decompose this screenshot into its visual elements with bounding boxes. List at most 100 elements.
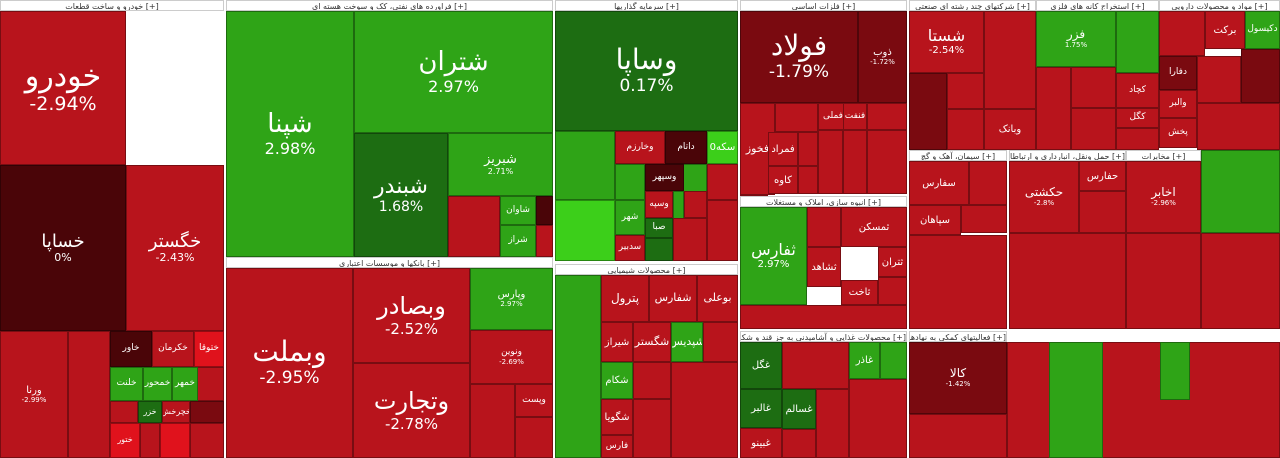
treemap-tile[interactable] bbox=[615, 164, 645, 200]
treemap-tile[interactable]: کالا -1.42% bbox=[909, 342, 1007, 414]
treemap-tile[interactable] bbox=[1079, 191, 1126, 233]
treemap-tile[interactable] bbox=[190, 401, 224, 423]
treemap-tile[interactable]: اخابر -2.96% bbox=[1126, 161, 1201, 233]
sector-header[interactable]: [+] مواد و محصولات دارویی bbox=[1159, 0, 1280, 11]
treemap-tile[interactable] bbox=[68, 331, 110, 458]
treemap-tile[interactable]: کاوه bbox=[768, 166, 798, 194]
treemap-tile[interactable]: خاور bbox=[110, 331, 152, 367]
treemap-tile[interactable] bbox=[807, 207, 841, 247]
treemap-tile[interactable] bbox=[961, 205, 1007, 233]
treemap-tile[interactable] bbox=[909, 73, 947, 150]
treemap-tile[interactable]: پخش bbox=[1159, 118, 1197, 148]
sector-header[interactable]: [+] خودرو و ساخت قطعات bbox=[0, 0, 224, 11]
treemap-tile[interactable]: وسپه bbox=[645, 191, 673, 218]
treemap-tile[interactable]: داتام bbox=[665, 131, 707, 164]
treemap-tile[interactable]: شهر bbox=[615, 200, 645, 235]
treemap-tile[interactable]: ختوقا bbox=[194, 331, 224, 367]
treemap-tile[interactable]: خچرخش bbox=[162, 401, 190, 423]
treemap-tile[interactable] bbox=[1197, 56, 1241, 103]
treemap-tile[interactable] bbox=[880, 342, 907, 379]
treemap-tile[interactable] bbox=[909, 414, 1007, 458]
treemap-tile[interactable]: سپاهان bbox=[909, 205, 961, 235]
treemap-tile[interactable]: وبملت -2.95% bbox=[226, 268, 353, 458]
treemap-tile[interactable]: شراز bbox=[500, 225, 536, 257]
sector-header[interactable]: [+] مخابرات bbox=[1126, 150, 1201, 161]
treemap-tile[interactable] bbox=[818, 130, 843, 194]
treemap-tile[interactable]: شپدیس bbox=[671, 322, 703, 362]
treemap-tile[interactable] bbox=[536, 196, 553, 225]
treemap-tile[interactable]: شپنا 2.98% bbox=[226, 11, 354, 257]
treemap-tile[interactable] bbox=[984, 11, 1036, 109]
treemap-tile[interactable] bbox=[1160, 342, 1190, 400]
treemap-tile[interactable] bbox=[140, 423, 160, 458]
treemap-tile[interactable]: خزر bbox=[138, 401, 162, 423]
treemap-tile[interactable]: شفارس bbox=[649, 275, 697, 322]
treemap-tile[interactable]: ونوین -2.69% bbox=[470, 330, 553, 384]
treemap-tile[interactable] bbox=[740, 305, 907, 329]
treemap-tile[interactable]: غالبر bbox=[740, 389, 782, 428]
treemap-tile[interactable]: ثفارس 2.97% bbox=[740, 207, 807, 305]
sector-header[interactable]: [+] فراورده های نفتی، کک و سوخت هسته ای bbox=[226, 0, 553, 11]
treemap-tile[interactable]: پترول bbox=[601, 275, 649, 322]
treemap-tile[interactable] bbox=[1007, 342, 1280, 458]
treemap-tile[interactable] bbox=[633, 399, 671, 458]
treemap-tile[interactable]: برکت bbox=[1205, 11, 1245, 49]
treemap-tile[interactable]: فولاد -1.79% bbox=[740, 11, 858, 103]
treemap-tile[interactable]: وبصادر -2.52% bbox=[353, 268, 470, 363]
treemap-tile[interactable] bbox=[707, 200, 738, 261]
sector-header[interactable]: [+] استخراج کانه های فلزی bbox=[1036, 0, 1159, 11]
treemap-tile[interactable] bbox=[555, 200, 615, 261]
treemap-tile[interactable]: شبریز 2.71% bbox=[448, 133, 553, 196]
treemap-tile[interactable]: شتران 2.97% bbox=[354, 11, 553, 133]
treemap-tile[interactable] bbox=[555, 275, 601, 458]
treemap-tile[interactable] bbox=[1071, 108, 1116, 150]
treemap-tile[interactable] bbox=[190, 423, 224, 458]
treemap-tile[interactable]: غاذر bbox=[849, 342, 880, 379]
treemap-tile[interactable]: وخارزم bbox=[615, 131, 665, 164]
treemap-tile[interactable]: فزر 1.75% bbox=[1036, 11, 1116, 67]
treemap-tile[interactable]: خمحور bbox=[143, 367, 172, 401]
treemap-tile[interactable] bbox=[1071, 67, 1116, 108]
treemap-tile[interactable] bbox=[470, 384, 515, 458]
treemap-tile[interactable]: شیراز bbox=[601, 322, 633, 362]
sector-header[interactable]: [+] بانکها و موسسات اعتباری bbox=[226, 257, 553, 268]
treemap-tile[interactable]: شگستر bbox=[633, 322, 671, 362]
treemap-tile[interactable]: والبر bbox=[1159, 90, 1197, 118]
treemap-tile[interactable]: بوعلی bbox=[697, 275, 738, 322]
treemap-tile[interactable]: سدبیر bbox=[615, 235, 645, 261]
treemap-tile[interactable] bbox=[633, 362, 671, 399]
treemap-tile[interactable]: ثشاهد bbox=[807, 247, 841, 287]
treemap-tile[interactable] bbox=[798, 166, 818, 194]
treemap-tile[interactable]: ورنا -2.99% bbox=[0, 331, 68, 458]
treemap-tile[interactable]: حکشتی -2.8% bbox=[1009, 161, 1079, 233]
treemap-tile[interactable]: خودرو -2.94% bbox=[0, 11, 126, 165]
treemap-tile[interactable] bbox=[867, 103, 907, 130]
treemap-tile[interactable]: غبینو bbox=[740, 428, 782, 458]
treemap-tile[interactable] bbox=[867, 130, 907, 194]
treemap-tile[interactable] bbox=[1126, 233, 1201, 329]
treemap-tile[interactable]: خلنت bbox=[110, 367, 143, 401]
treemap-tile[interactable]: شکام bbox=[601, 362, 633, 399]
treemap-tile[interactable] bbox=[555, 131, 615, 200]
treemap-tile[interactable] bbox=[645, 238, 673, 261]
treemap-tile[interactable]: ثتران bbox=[878, 247, 907, 277]
treemap-tile[interactable]: شاوان bbox=[500, 196, 536, 225]
sector-header[interactable]: [+] سرمایه گذاریها bbox=[555, 0, 738, 11]
treemap-tile[interactable]: صبا bbox=[645, 218, 673, 238]
treemap-tile[interactable] bbox=[947, 73, 984, 109]
treemap-tile[interactable] bbox=[1116, 11, 1159, 73]
treemap-tile[interactable] bbox=[515, 417, 553, 458]
treemap-tile[interactable] bbox=[1049, 342, 1103, 458]
sector-header[interactable]: [+] فلزات اساسی bbox=[740, 0, 907, 11]
treemap-tile[interactable]: شگویا bbox=[601, 399, 633, 435]
treemap-tile[interactable] bbox=[671, 362, 738, 458]
treemap-tile[interactable]: خساپا 0% bbox=[0, 165, 126, 331]
treemap-tile[interactable]: وبانک bbox=[984, 109, 1036, 150]
sector-header[interactable]: [+] محصولات شیمیایی bbox=[555, 264, 738, 275]
treemap-tile[interactable]: وتجارت -2.78% bbox=[353, 363, 470, 458]
treemap-tile[interactable] bbox=[673, 218, 707, 261]
treemap-tile[interactable] bbox=[782, 342, 849, 389]
treemap-tile[interactable]: فنفت bbox=[843, 103, 867, 130]
treemap-tile[interactable] bbox=[798, 132, 818, 166]
treemap-tile[interactable] bbox=[448, 196, 500, 257]
